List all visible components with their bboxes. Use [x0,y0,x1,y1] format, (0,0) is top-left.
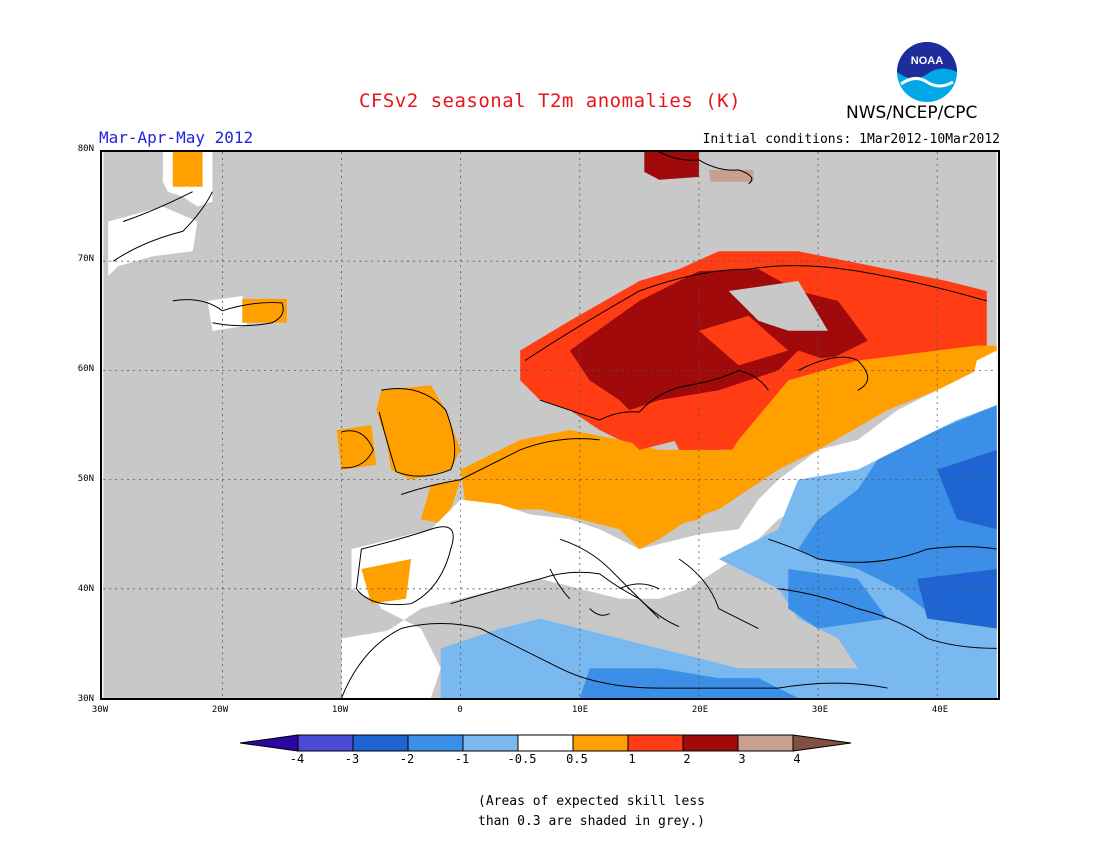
lon-label: 40E [931,705,949,715]
colorbar-label: -1 [454,752,470,766]
colorbar-label: -0.5 [507,752,537,766]
colorbar-segment [297,734,354,752]
cold-anomaly-region [718,405,997,698]
colorbar-segment [517,734,574,752]
colorbar-arrow-low [240,734,299,752]
normal-region [341,350,997,698]
initial-conditions: Initial conditions: 1Mar2012-10Mar2012 [702,132,1000,147]
colorbar-segment [737,734,794,752]
colorbar-label: 1 [628,752,636,766]
colorbar-label: 4 [793,752,801,766]
lon-label: 20E [691,705,709,715]
colorbar-label: -2 [399,752,415,766]
north-africa-region [341,618,888,698]
lat-label: 60N [77,364,94,374]
colorbar-arrow-high [792,734,852,752]
colorbar-segment [352,734,409,752]
graticule [103,152,997,698]
lon-label: 10E [571,705,589,715]
skill-note-line: than 0.3 are shaded in grey.) [478,814,705,829]
lat-label: 70N [77,254,94,264]
colorbar-label: 3 [738,752,746,766]
colorbar [240,734,852,752]
anomaly-map [100,150,1000,700]
forecast-period: Mar-Apr-May 2012 [99,128,254,147]
skill-note-line: (Areas of expected skill less [478,794,705,809]
lat-label: 30N [77,694,94,704]
lon-label: 0 [457,705,463,715]
lon-label: 10W [331,705,349,715]
colorbar-label: 0.5 [566,752,588,766]
scandinavia-warm-region [520,251,987,450]
colorbar-segment [462,734,519,752]
lon-label: 30W [91,705,109,715]
colorbar-label: 2 [683,752,691,766]
agency-label: NWS/NCEP/CPC [846,103,978,123]
colorbar-segment [572,734,629,752]
colorbar-label: -4 [289,752,305,766]
greenland-region [108,152,287,331]
noaa-logo-icon: NOAA [895,40,959,108]
lat-label: 40N [77,584,94,594]
colorbar-label: -3 [344,752,360,766]
skill-note: (Areas of expected skill less than 0.3 a… [478,792,705,832]
lat-label: 80N [77,144,94,154]
british-isles-region [336,385,461,525]
chart-title: CFSv2 seasonal T2m anomalies (K) [358,90,742,112]
lon-label: 20W [211,705,229,715]
colorbar-segment [407,734,464,752]
colorbar-segment [627,734,684,752]
lat-label: 50N [77,474,94,484]
noaa-logo-text: NOAA [911,55,943,67]
colorbar-segment [682,734,739,752]
svalbard-region [644,152,754,182]
coastlines [112,152,997,698]
lon-label: 30E [811,705,829,715]
